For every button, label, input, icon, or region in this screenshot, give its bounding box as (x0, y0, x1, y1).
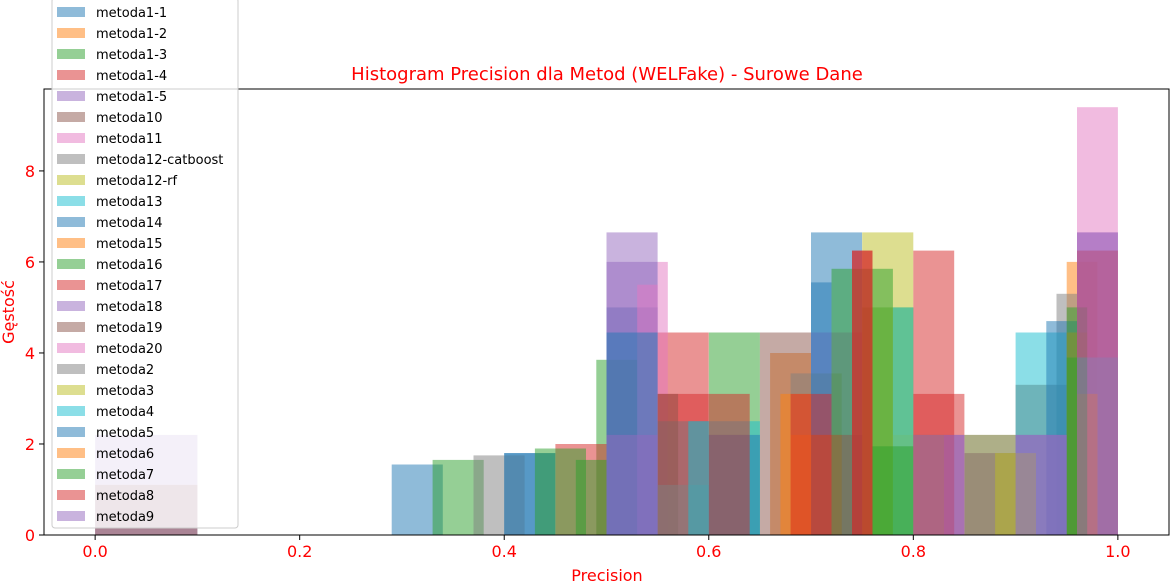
legend-swatch-metoda15 (57, 238, 85, 248)
legend-swatch-metoda8 (57, 490, 85, 500)
legend-label-metoda11: metoda11 (96, 132, 162, 147)
legend-label-metoda13: metoda13 (96, 195, 162, 210)
x-tick-label: 0.2 (287, 542, 312, 561)
bar-metoda9-1 (913, 434, 965, 535)
x-tick-label: 0.6 (696, 542, 721, 561)
legend-label-metoda9: metoda9 (96, 510, 154, 525)
legend-swatch-metoda12-catboost (57, 154, 85, 164)
bar-metoda9-0 (606, 434, 658, 535)
legend-label-metoda3: metoda3 (96, 384, 154, 399)
legend-swatch-metoda12-rf (57, 175, 85, 185)
legend-label-metoda8: metoda8 (96, 489, 154, 504)
bars-layer (95, 107, 1118, 535)
legend-label-metoda10: metoda10 (96, 111, 162, 126)
legend-swatch-metoda17 (57, 280, 85, 290)
legend-swatch-metoda5 (57, 427, 85, 437)
legend-label-metoda14: metoda14 (96, 216, 162, 231)
legend-swatch-metoda4 (57, 406, 85, 416)
legend-label-metoda16: metoda16 (96, 258, 162, 273)
bar-metoda8-2 (852, 250, 873, 535)
legend-swatch-metoda19 (57, 322, 85, 332)
legend-label-metoda1-3: metoda1-3 (96, 48, 167, 63)
bar-metoda9-2 (1015, 434, 1067, 535)
legend: metoda1-1 metoda1-2 metoda1-3 metoda1-4 meto… (51, 0, 239, 529)
legend-swatch-metoda1-3 (57, 49, 85, 59)
legend-label-metoda2: metoda2 (96, 363, 154, 378)
legend-swatch-metoda1-5 (57, 91, 85, 101)
legend-label-metoda18: metoda18 (96, 300, 162, 315)
legend-label-metoda1-1: metoda1-1 (96, 6, 167, 21)
legend-swatch-metoda16 (57, 259, 85, 269)
y-axis: 0 2 4 6 8 (25, 162, 44, 545)
legend-label-metoda15: metoda15 (96, 237, 162, 252)
x-axis-label: Precision (571, 566, 642, 585)
x-axis: 0.0 0.2 0.4 0.6 0.8 1.0 (82, 535, 1131, 561)
y-axis-label: Gęstość (0, 280, 18, 344)
legend-label-metoda12-rf: metoda12-rf (96, 174, 178, 189)
legend-label-metoda4: metoda4 (96, 405, 154, 420)
y-tick-label: 0 (25, 526, 35, 545)
legend-swatch-metoda9 (57, 511, 85, 521)
bar-metoda8-0 (708, 393, 750, 535)
x-tick-label: 0.0 (82, 542, 107, 561)
legend-label-metoda7: metoda7 (96, 468, 154, 483)
bar-metoda8-1 (790, 393, 832, 535)
legend-box (51, 0, 239, 529)
legend-swatch-metoda20 (57, 343, 85, 353)
legend-swatch-metoda11 (57, 133, 85, 143)
y-tick-label: 2 (25, 435, 35, 454)
bar-metoda7-0 (575, 459, 607, 535)
legend-label-metoda5: metoda5 (96, 426, 154, 441)
legend-label-metoda1-2: metoda1-2 (96, 27, 167, 42)
legend-label-metoda20: metoda20 (96, 342, 162, 357)
legend-swatch-metoda2 (57, 364, 85, 374)
legend-label-metoda19: metoda19 (96, 321, 162, 336)
plot-frame (43, 88, 1170, 536)
legend-swatch-metoda1-2 (57, 28, 85, 38)
legend-label-metoda6: metoda6 (96, 447, 154, 462)
legend-swatch-metoda6 (57, 448, 85, 458)
chart-title: Histogram Precision dla Metod (WELFake) … (351, 64, 863, 85)
legend-label-metoda17: metoda17 (96, 279, 162, 294)
x-tick-label: 1.0 (1105, 542, 1130, 561)
legend-label-metoda1-5: metoda1-5 (96, 90, 167, 105)
x-tick-label: 0.8 (901, 542, 926, 561)
legend-swatch-metoda3 (57, 385, 85, 395)
legend-swatch-metoda10 (57, 112, 85, 122)
legend-label-metoda12-catboost: metoda12-catboost (96, 153, 223, 168)
legend-swatch-metoda18 (57, 301, 85, 311)
bar-metoda7-1 (872, 446, 914, 535)
y-tick-label: 4 (25, 344, 35, 363)
legend-label-metoda1-4: metoda1-4 (96, 69, 167, 84)
y-tick-label: 8 (25, 162, 35, 181)
legend-swatch-metoda1-1 (57, 7, 85, 17)
legend-swatch-metoda7 (57, 469, 85, 479)
legend-swatch-metoda1-4 (57, 70, 85, 80)
y-tick-label: 6 (25, 253, 35, 272)
x-tick-label: 0.4 (492, 542, 517, 561)
bar-metoda9-3 (1077, 232, 1118, 535)
legend-swatch-metoda14 (57, 217, 85, 227)
legend-swatch-metoda13 (57, 196, 85, 206)
